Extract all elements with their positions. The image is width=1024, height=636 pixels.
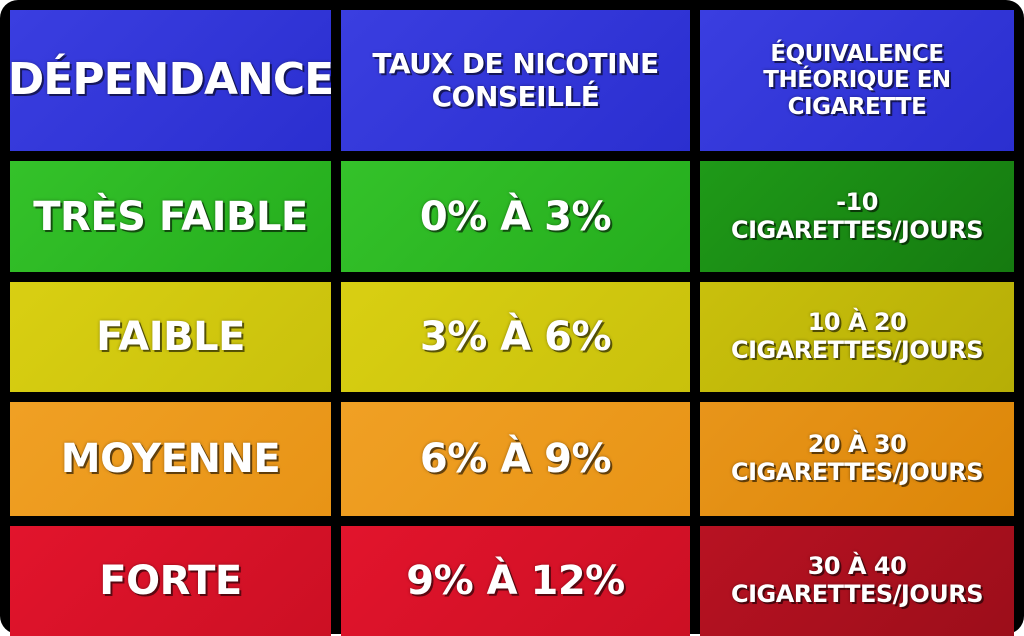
row-dependance: MOYENNE: [10, 402, 331, 516]
nicotine-table: DÉPENDANCE TAUX DE NICOTINE CONSEILLÉ ÉQ…: [8, 10, 1014, 636]
row-dependance: TRÈS FAIBLE: [10, 161, 331, 272]
row-dependance: FAIBLE: [10, 282, 331, 392]
header-equivalence: ÉQUIVALENCE THÉORIQUE EN CIGARETTE: [700, 10, 1014, 151]
row-dependance: FORTE: [10, 526, 331, 636]
row-equivalence: 20 À 30 CIGARETTES/JOURS: [700, 402, 1014, 516]
row-equivalence: 30 À 40 CIGARETTES/JOURS: [700, 526, 1014, 636]
row-equivalence: -10 CIGARETTES/JOURS: [700, 161, 1014, 272]
header-dependance: DÉPENDANCE: [8, 10, 334, 151]
row-taux: 3% À 6%: [341, 282, 690, 392]
header-taux-nicotine: TAUX DE NICOTINE CONSEILLÉ: [341, 10, 690, 151]
row-taux: 9% À 12%: [341, 526, 690, 636]
row-taux: 0% À 3%: [341, 161, 690, 272]
row-taux: 6% À 9%: [341, 402, 690, 516]
row-equivalence: 10 À 20 CIGARETTES/JOURS: [700, 282, 1014, 392]
